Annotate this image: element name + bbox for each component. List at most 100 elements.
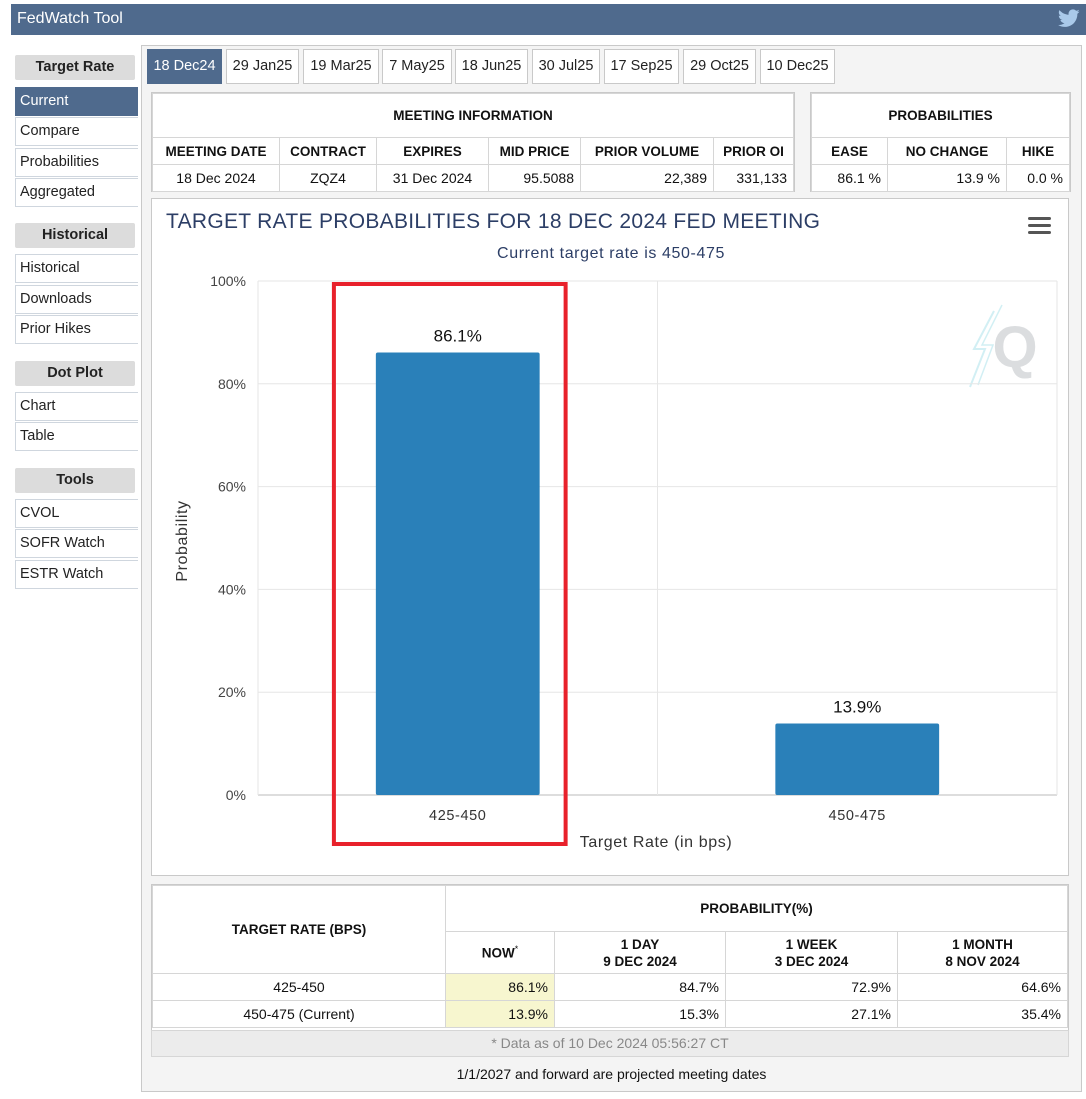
sidebar-heading-tools: Tools	[15, 468, 135, 493]
sidebar-item-estr-watch[interactable]: ESTR Watch	[15, 560, 138, 589]
col-prior-volume: PRIOR VOLUME	[580, 137, 714, 165]
sidebar-heading-target-rate: Target Rate	[15, 55, 135, 80]
y-tick-label: 20%	[218, 684, 246, 700]
sidebar-item-sofr-watch[interactable]: SOFR Watch	[15, 529, 138, 558]
tab-17-sep25[interactable]: 17 Sep25	[604, 49, 679, 84]
col-mid-price: MID PRICE	[488, 137, 581, 165]
one-week-cell: 72.9%	[725, 973, 898, 1001]
prior-volume-value: 22,389	[580, 164, 714, 192]
col-1-month: 1 MONTH 8 NOV 2024	[897, 931, 1068, 974]
data-timestamp-footnote: * Data as of 10 Dec 2024 05:56:27 CT	[151, 1030, 1069, 1057]
chart-svg: TARGET RATE PROBABILITIES FOR 18 DEC 202…	[166, 210, 1058, 851]
y-tick-label: 80%	[218, 376, 246, 392]
one-month-cell: 64.6%	[897, 973, 1068, 1001]
col-now-label: NOW	[481, 945, 515, 961]
meeting-info-heading: MEETING INFORMATION	[152, 93, 794, 138]
one-week-cell: 27.1%	[725, 1000, 898, 1028]
y-tick-label: 100%	[210, 273, 246, 289]
col-1-day-label: 1 DAY	[620, 936, 660, 952]
sidebar-item-chart[interactable]: Chart	[15, 392, 138, 421]
col-1-week-label: 1 WEEK	[785, 936, 838, 952]
q-logo-icon: Q	[969, 304, 1038, 388]
data-label: 86.1%	[434, 326, 482, 345]
meeting-information-box: MEETING INFORMATION MEETING DATE CONTRAC…	[151, 92, 795, 192]
now-cell: 86.1%	[445, 973, 555, 1001]
probability-heading: PROBABILITY(%)	[445, 885, 1068, 932]
target-rate-bps-heading: TARGET RATE (BPS)	[152, 885, 446, 974]
sidebar-item-historical[interactable]: Historical	[15, 254, 138, 283]
prior-oi-value: 331,133	[713, 164, 794, 192]
col-1-day-date: 9 DEC 2024	[603, 953, 677, 969]
col-1-day: 1 DAY 9 DEC 2024	[554, 931, 726, 974]
one-day-cell: 15.3%	[554, 1000, 726, 1028]
probability-table: TARGET RATE (BPS) PROBABILITY(%) NOW* 1 …	[151, 884, 1069, 1057]
tab-29-oct25[interactable]: 29 Oct25	[683, 49, 756, 84]
col-1-week: 1 WEEK 3 DEC 2024	[725, 931, 898, 974]
col-ease: EASE	[811, 137, 888, 165]
projected-dates-note: 1/1/2027 and forward are projected meeti…	[456, 1066, 767, 1082]
probabilities-heading: PROBABILITIES	[811, 93, 1070, 138]
col-expires: EXPIRES	[376, 137, 489, 165]
meeting-date-value: 18 Dec 2024	[152, 164, 280, 192]
rate-cell: 450-475 (Current)	[152, 1000, 446, 1028]
target-rate-chart: TARGET RATE PROBABILITIES FOR 18 DEC 202…	[151, 198, 1069, 876]
col-1-week-date: 3 DEC 2024	[774, 953, 849, 969]
sidebar-item-prior-hikes[interactable]: Prior Hikes	[15, 315, 138, 344]
now-cell: 13.9%	[445, 1000, 555, 1028]
col-contract: CONTRACT	[279, 137, 377, 165]
col-1-month-label: 1 MONTH	[952, 936, 1013, 952]
tab-29-jan25[interactable]: 29 Jan25	[226, 49, 299, 84]
sidebar-item-probabilities[interactable]: Probabilities	[15, 148, 138, 177]
tab-19-mar25[interactable]: 19 Mar25	[303, 49, 379, 84]
contract-value: ZQZ4	[279, 164, 377, 192]
tab-30-jul25[interactable]: 30 Jul25	[532, 49, 600, 84]
col-1-month-date: 8 NOV 2024	[945, 953, 1020, 969]
twitter-icon[interactable]	[1058, 9, 1080, 31]
now-marker: *	[514, 944, 519, 955]
x-tick-label: 425-450	[429, 808, 486, 824]
tab-18-jun25[interactable]: 18 Jun25	[455, 49, 528, 84]
sidebar-heading-dot-plot: Dot Plot	[15, 361, 135, 386]
app-header: FedWatch Tool	[11, 4, 1086, 35]
sidebar-item-cvol[interactable]: CVOL	[15, 499, 138, 528]
rate-cell: 425-450	[152, 973, 446, 1001]
no-change-value: 13.9 %	[887, 164, 1007, 192]
table-row: 425-450 86.1% 84.7% 72.9% 64.6%	[152, 973, 1068, 1001]
y-tick-label: 0%	[226, 787, 246, 803]
expires-value: 31 Dec 2024	[376, 164, 489, 192]
svg-text:Q: Q	[992, 315, 1037, 380]
y-axis-label: Probability	[174, 500, 191, 581]
hamburger-menu-icon[interactable]	[1028, 217, 1051, 234]
col-hike: HIKE	[1006, 137, 1070, 165]
col-prior-oi: PRIOR OI	[713, 137, 794, 165]
tab-10-dec25[interactable]: 10 Dec25	[760, 49, 835, 84]
sidebar-item-compare[interactable]: Compare	[15, 117, 138, 146]
y-tick-label: 60%	[218, 479, 246, 495]
sidebar-item-aggregated[interactable]: Aggregated	[15, 178, 138, 207]
table-row: 450-475 (Current) 13.9% 15.3% 27.1% 35.4…	[152, 1000, 1068, 1028]
sidebar-heading-historical: Historical	[15, 223, 135, 248]
bar-450-475[interactable]	[775, 723, 940, 795]
probabilities-box: PROBABILITIES EASE NO CHANGE HIKE 86.1 %…	[810, 92, 1071, 192]
sidebar-item-downloads[interactable]: Downloads	[15, 285, 138, 314]
sidebar-item-table[interactable]: Table	[15, 422, 138, 451]
app-title: FedWatch Tool	[17, 10, 123, 27]
tab-7-may25[interactable]: 7 May25	[382, 49, 452, 84]
x-axis-label: Target Rate (in bps)	[580, 834, 733, 851]
bar-425-450[interactable]	[375, 352, 540, 795]
chart-subtitle: Current target rate is 450-475	[497, 245, 725, 262]
tab-18-dec24[interactable]: 18 Dec24	[147, 49, 222, 84]
one-month-cell: 35.4%	[897, 1000, 1068, 1028]
y-tick-label: 40%	[218, 581, 246, 597]
sidebar-item-current[interactable]: Current	[15, 87, 138, 116]
one-day-cell: 84.7%	[554, 973, 726, 1001]
x-tick-label: 450-475	[829, 808, 886, 824]
data-label: 13.9%	[833, 698, 881, 717]
col-meeting-date: MEETING DATE	[152, 137, 280, 165]
ease-value: 86.1 %	[811, 164, 888, 192]
hike-value: 0.0 %	[1006, 164, 1070, 192]
col-no-change: NO CHANGE	[887, 137, 1007, 165]
mid-price-value: 95.5088	[488, 164, 581, 192]
highlight-box	[331, 282, 568, 846]
col-now: NOW*	[445, 931, 555, 974]
